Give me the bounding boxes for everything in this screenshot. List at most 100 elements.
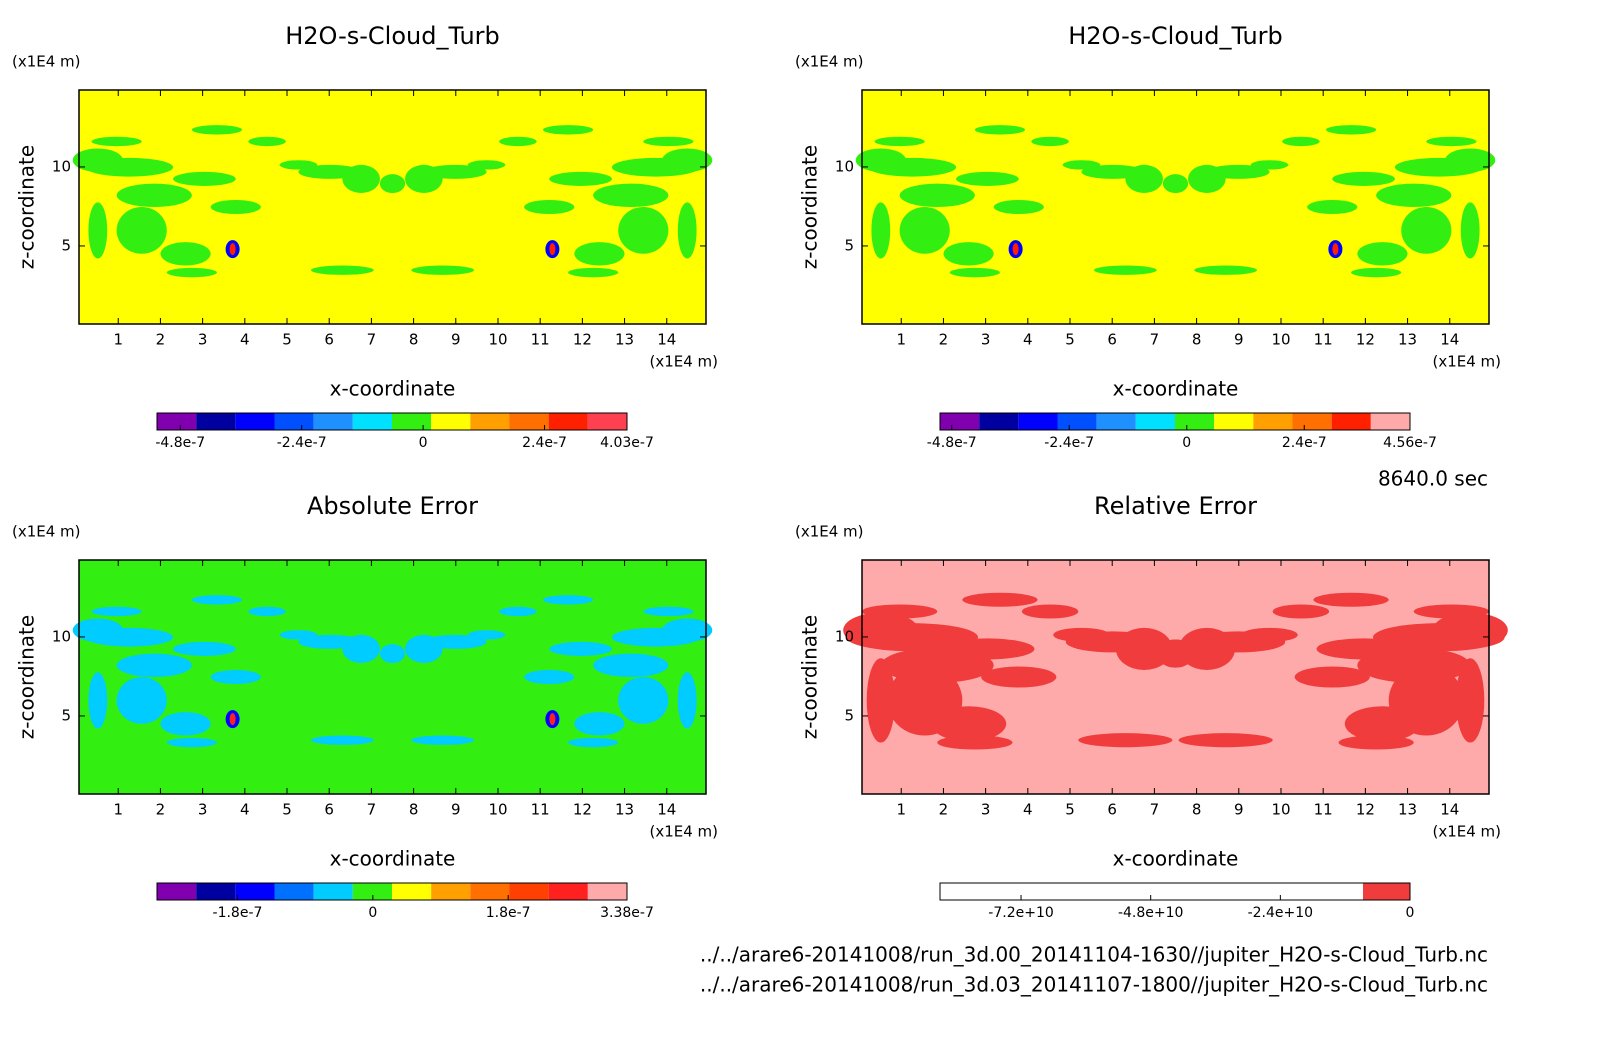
x-tick-label: 1 [896, 801, 906, 819]
pattern-blob [574, 712, 625, 736]
x-tick-label: 2 [939, 801, 949, 819]
x-tick-label: 13 [1398, 331, 1417, 349]
colorbar-label: 1.8e-7 [486, 905, 531, 921]
pattern-blob [874, 136, 925, 147]
y-tick-label: 5 [844, 706, 854, 724]
colorbar-label: 4.03e-7 [600, 435, 654, 451]
pattern-blob [574, 242, 625, 266]
x-axis-label: x-coordinate [1113, 377, 1239, 401]
pattern-blob [1194, 265, 1258, 275]
colorbar-swatch [157, 883, 197, 900]
time-label: 8640.0 sec [1378, 467, 1488, 491]
y-unit: (x1E4 m) [795, 53, 864, 71]
pattern-blob [88, 202, 108, 259]
x-tick-label: 7 [367, 801, 377, 819]
y-axis-label: z-coordinate [15, 615, 39, 739]
colorbar-swatch [196, 883, 236, 900]
y-axis-label: z-coordinate [15, 145, 39, 269]
x-tick-label: 1 [113, 331, 123, 349]
chart-title: H2O-s-Cloud_Turb [285, 22, 500, 50]
x-tick-label: 11 [531, 331, 550, 349]
pattern-blob [310, 265, 374, 275]
colorbar-label: -4.8e-7 [927, 435, 977, 451]
y-tick-label: 5 [844, 236, 854, 254]
pattern-blob [467, 630, 506, 640]
pattern-blob [116, 653, 192, 677]
x-unit: (x1E4 m) [649, 353, 718, 371]
pattern-blob [1338, 735, 1414, 750]
pattern-blob [643, 136, 694, 147]
pattern-blob [1062, 160, 1101, 170]
pattern-blob [677, 202, 697, 259]
pattern-blob [405, 634, 443, 663]
pattern-blob [1426, 136, 1477, 147]
pattern-blob [1376, 183, 1452, 207]
pattern-blob [930, 706, 1007, 742]
y-tick-label: 10 [52, 157, 71, 175]
pattern-blob [899, 207, 950, 254]
x-tick-label: 6 [1107, 801, 1117, 819]
pattern-blob [866, 658, 895, 743]
plot-frame [78, 89, 707, 325]
plot-frame [861, 559, 1490, 795]
y-unit: (x1E4 m) [795, 523, 864, 541]
colorbar-frame [156, 412, 628, 431]
pattern-blob [1156, 639, 1195, 668]
colorbar-label: -2.4e-7 [1044, 435, 1094, 451]
colorbar-swatch [392, 413, 432, 430]
pattern-blob [467, 160, 506, 170]
pattern-blob [1053, 627, 1110, 642]
x-tick-label: 11 [1314, 801, 1333, 819]
pattern-blob [91, 606, 142, 617]
colorbar-swatch [1292, 413, 1332, 430]
pattern-blob [116, 183, 192, 207]
pattern-blob [1021, 604, 1079, 619]
pattern-blob [1456, 658, 1485, 743]
plot-frame [78, 559, 707, 795]
field-background [79, 90, 706, 324]
chart-title: H2O-s-Cloud_Turb [1068, 22, 1283, 50]
pattern-blob [166, 737, 217, 748]
x-tick-label: 14 [657, 331, 676, 349]
pattern-blob [618, 207, 669, 254]
colorbar-swatch [1253, 413, 1293, 430]
colorbar-label: -7.2e+10 [988, 905, 1053, 921]
colorbar-swatch [987, 883, 1034, 900]
x-tick-label: 7 [1150, 801, 1160, 819]
pattern-blob [160, 712, 211, 736]
pattern-blob [1162, 174, 1189, 193]
pattern-blob [1401, 207, 1452, 254]
pattern-blob [499, 136, 537, 147]
colorbar-swatch [940, 883, 987, 900]
x-tick-label: 3 [198, 331, 208, 349]
pattern-spot [1012, 243, 1019, 256]
pattern-spot [1332, 243, 1339, 256]
pattern-blob [962, 592, 1038, 607]
x-tick-label: 6 [1107, 331, 1117, 349]
pattern-blob [643, 606, 694, 617]
colorbar-swatch [1081, 883, 1128, 900]
x-tick-label: 13 [615, 801, 634, 819]
pattern-blob [1325, 125, 1377, 135]
colorbar-swatch [470, 883, 510, 900]
pattern-blob [499, 606, 537, 617]
pattern-blob [1316, 638, 1411, 660]
pattern-blob [1344, 706, 1421, 742]
pattern-blob [1272, 604, 1330, 619]
x-axis-label: x-coordinate [330, 847, 456, 871]
colorbar-swatch [548, 883, 588, 900]
colorbar-swatch [196, 413, 236, 430]
pattern-blob [549, 171, 612, 186]
pattern-blob [1241, 627, 1298, 642]
x-tick-label: 8 [409, 331, 419, 349]
x-tick-label: 13 [615, 331, 634, 349]
pattern-blob [116, 207, 167, 254]
pattern-blob [1394, 157, 1483, 177]
y-tick-label: 5 [61, 236, 71, 254]
pattern-blob [1351, 267, 1402, 278]
colorbar-label: 4.56e-7 [1383, 435, 1437, 451]
x-tick-label: 1 [113, 801, 123, 819]
colorbar-label: -4.8e+10 [1118, 905, 1183, 921]
y-tick-label: 5 [61, 706, 71, 724]
